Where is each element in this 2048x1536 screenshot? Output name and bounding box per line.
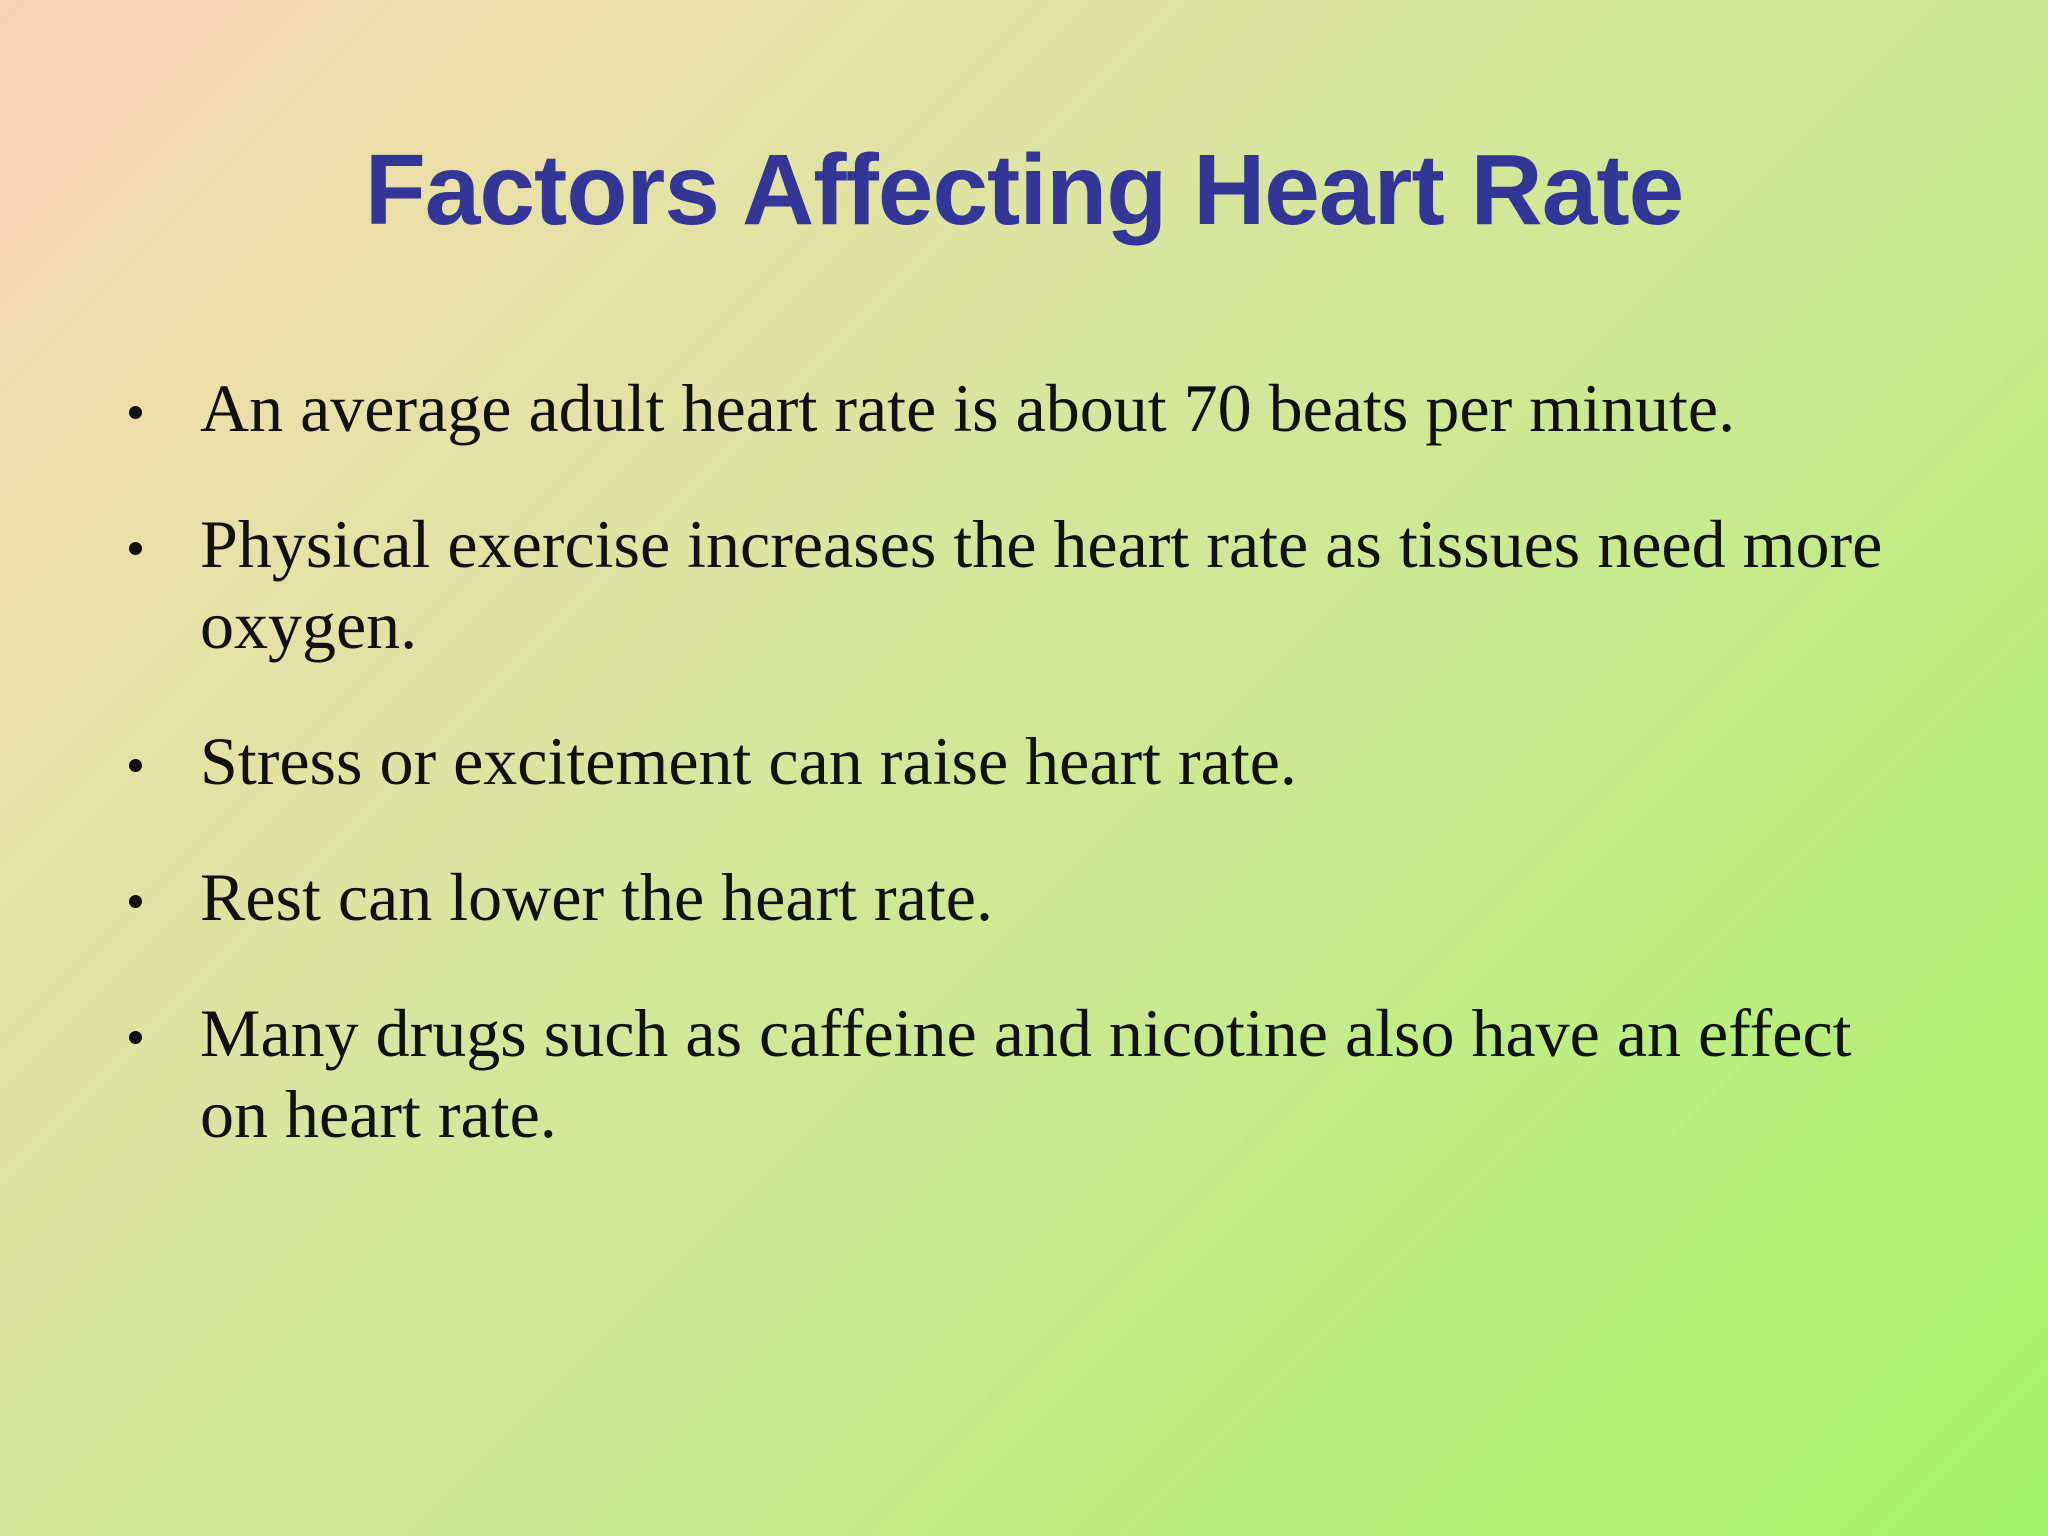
bullet-item: An average adult heart rate is about 70 …: [129, 368, 1920, 449]
bullet-item: Many drugs such as caffeine and nicotine…: [129, 993, 1920, 1155]
bullet-item: Rest can lower the heart rate.: [129, 857, 1920, 938]
slide-title: Factors Affecting Heart Rate: [364, 134, 1685, 246]
bullet-item: Stress or excitement can raise heart rat…: [129, 721, 1920, 802]
bullet-item: Physical exercise increases the heart ra…: [129, 504, 1920, 666]
bullet-list: An average adult heart rate is about 70 …: [129, 368, 1920, 1210]
